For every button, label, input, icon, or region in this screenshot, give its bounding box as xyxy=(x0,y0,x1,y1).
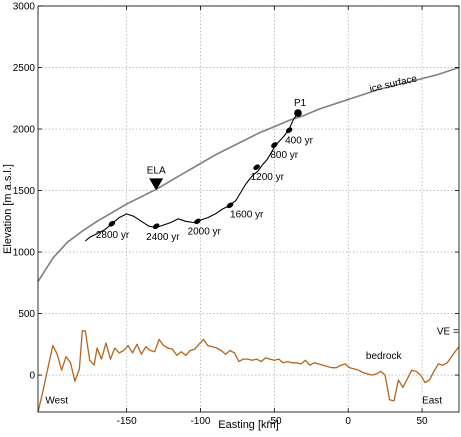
x-tick-label: 50 xyxy=(417,416,429,427)
x-tick-label: -50 xyxy=(267,416,282,427)
marker-label: 2000 yr xyxy=(188,226,222,237)
time-marker-dot xyxy=(226,202,234,209)
time-marker: P1 xyxy=(294,98,307,117)
time-marker: 2000 yr xyxy=(188,218,222,237)
flowline-line xyxy=(84,112,299,242)
time-marker: 2400 yr xyxy=(146,223,180,243)
marker-label: 2400 yr xyxy=(146,232,180,243)
x-tick-label: 0 xyxy=(345,416,351,427)
time-marker: 1600 yr xyxy=(226,202,264,220)
ela-triangle-icon xyxy=(149,178,164,191)
bedrock-label: bedrock xyxy=(366,351,403,362)
y-tick-label: 2000 xyxy=(13,125,36,136)
y-tick-label: 1500 xyxy=(13,186,36,197)
vertical-exaggeration-label: VE = 83x xyxy=(437,326,461,337)
time-marker-dot xyxy=(253,164,260,171)
p1-point xyxy=(294,109,302,117)
time-marker-dot xyxy=(194,218,201,225)
time-marker-dot xyxy=(108,220,116,227)
west-label: West xyxy=(45,395,68,406)
x-tick-label: -150 xyxy=(117,416,137,427)
marker-label: 1600 yr xyxy=(230,209,264,220)
bedrock-line xyxy=(37,330,460,413)
marker-label: 2800 yr xyxy=(96,230,130,241)
y-axis-title: Elevation [m a.s.l.] xyxy=(2,164,14,254)
time-marker-dot xyxy=(285,127,293,134)
time-marker: 800 yr xyxy=(270,142,299,161)
series-layer xyxy=(37,66,460,413)
marker-label: 1200 yr xyxy=(251,172,285,183)
x-axis-title: Easting [km] xyxy=(218,419,279,431)
time-marker-dot xyxy=(152,223,160,230)
time-marker: 1200 yr xyxy=(251,164,285,183)
east-label: East xyxy=(422,395,442,406)
y-tick-label: 1000 xyxy=(13,248,36,259)
y-tick-label: 500 xyxy=(18,309,35,320)
time-marker: 2800 yr xyxy=(96,220,130,241)
time-marker: 400 yr xyxy=(285,127,314,146)
time-marker-dot xyxy=(271,142,278,148)
plot-frame xyxy=(37,5,460,413)
marker-label: P1 xyxy=(294,98,307,109)
y-tick-label: 3000 xyxy=(13,2,36,13)
ela-label: ELA xyxy=(147,165,166,176)
marker-label: 400 yr xyxy=(285,135,313,146)
marker-layer: P1 400 yr 800 yr 1200 yr 1600 yr 2000 yr 2400 … xyxy=(96,98,314,243)
ice-surface-line xyxy=(37,66,460,283)
x-tick-label: -100 xyxy=(190,416,210,427)
y-tick-label: 2500 xyxy=(13,63,36,74)
y-tick-label: 0 xyxy=(29,371,35,382)
marker-label: 800 yr xyxy=(270,150,298,161)
ice-surface-label: ice surface xyxy=(369,73,419,95)
